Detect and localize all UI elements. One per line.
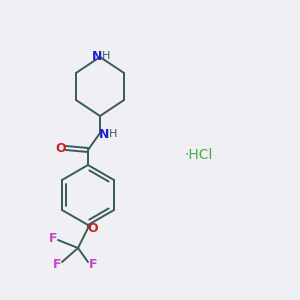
Text: F: F	[89, 257, 97, 271]
Text: O: O	[56, 142, 66, 154]
Text: H: H	[102, 51, 110, 61]
Text: H: H	[109, 129, 117, 139]
Text: F: F	[53, 257, 61, 271]
Text: F: F	[49, 232, 57, 244]
Text: O: O	[88, 223, 98, 236]
Text: N: N	[99, 128, 109, 140]
Text: N: N	[92, 50, 102, 62]
Text: ·HCl: ·HCl	[185, 148, 213, 162]
